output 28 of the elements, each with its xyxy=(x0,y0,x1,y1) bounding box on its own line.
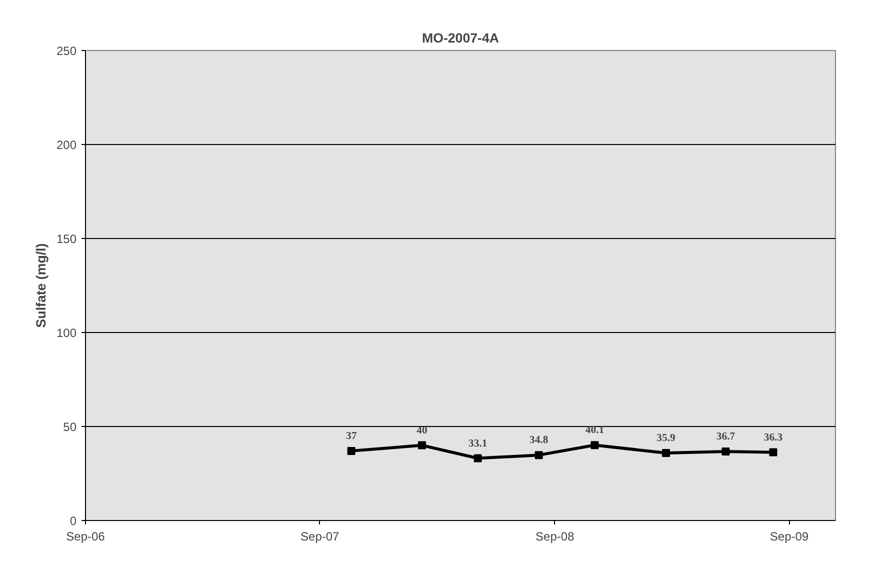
y-tick-label: 200 xyxy=(56,138,77,152)
point xyxy=(418,441,426,450)
point xyxy=(534,451,543,460)
data-label: 33.1 xyxy=(468,438,488,450)
y-tick-label: 150 xyxy=(56,232,77,246)
x-tick-label: Sep-06 xyxy=(66,530,106,544)
y-tick-label: 250 xyxy=(56,44,77,58)
data-label: 34.8 xyxy=(530,435,548,446)
point xyxy=(722,448,730,456)
point xyxy=(590,441,599,450)
data-label: 36.3 xyxy=(764,432,783,444)
point xyxy=(769,448,778,456)
y-tick-label: 50 xyxy=(63,420,77,434)
data-label: 40.1 xyxy=(585,425,604,436)
data-label: 35.9 xyxy=(656,433,676,444)
data-label: 40 xyxy=(416,425,428,436)
data-label: 36.7 xyxy=(716,432,736,443)
y-tick-label: 0 xyxy=(70,514,77,528)
point xyxy=(662,449,670,458)
point xyxy=(474,454,482,462)
x-tick-label: Sep-09 xyxy=(770,530,809,544)
chart-title: MO-2007-4A xyxy=(422,30,500,46)
y-tick-label: 100 xyxy=(56,326,77,340)
data-label: 37 xyxy=(346,430,358,442)
x-tick-label: Sep-08 xyxy=(536,530,575,544)
y-axis-title: Sulfate (mg/l) xyxy=(33,243,48,328)
x-tick-label: Sep-07 xyxy=(300,530,340,544)
point xyxy=(347,446,356,455)
